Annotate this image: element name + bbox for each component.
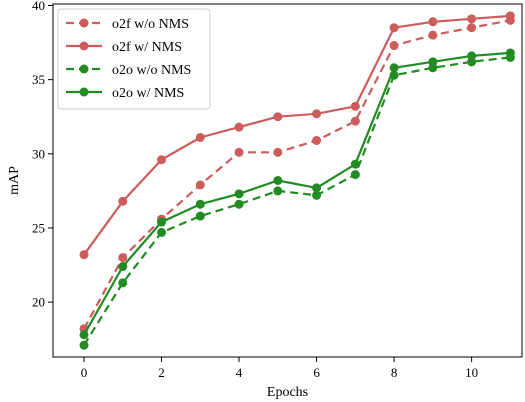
data-point: [350, 101, 360, 111]
y-axis-ticks: 20 25 30 35 40: [32, 0, 53, 310]
x-tick-label: 2: [158, 365, 165, 380]
data-point: [389, 41, 399, 51]
data-point: [467, 51, 477, 61]
data-point: [312, 183, 322, 193]
legend-label: o2f w/o NMS: [112, 17, 189, 32]
y-tick-label: 30: [32, 146, 45, 161]
y-tick-label: 35: [32, 72, 45, 87]
y-tick-label: 20: [32, 295, 45, 310]
data-point: [312, 135, 322, 145]
data-point: [350, 116, 360, 126]
data-point: [234, 147, 244, 157]
data-point: [157, 155, 167, 165]
legend-swatch-marker: [79, 64, 89, 74]
legend-item: o2o w/o NMS: [66, 63, 191, 78]
data-point: [428, 17, 438, 27]
series-line: [83, 56, 511, 346]
data-point: [273, 186, 283, 196]
series-o2o-w-nms: [79, 48, 515, 340]
legend-label: o2o w/o NMS: [112, 63, 191, 78]
x-axis-ticks: 0 2 4 6 8 10: [81, 357, 478, 380]
series-o2f-w-nms: [79, 11, 515, 260]
legend-item: o2f w/o NMS: [66, 17, 189, 32]
data-point: [79, 330, 89, 340]
legend-item: o2f w/ NMS: [66, 40, 182, 55]
data-point: [350, 170, 360, 180]
data-point: [273, 147, 283, 157]
data-point: [118, 262, 128, 272]
data-point: [428, 57, 438, 67]
x-axis-label: Epochs: [267, 385, 308, 400]
series-line: [83, 14, 511, 256]
data-point: [389, 23, 399, 33]
plot-lines: [79, 11, 515, 350]
data-point: [428, 30, 438, 40]
data-point: [195, 180, 205, 190]
legend-item: o2o w/ NMS: [66, 86, 184, 101]
x-tick-label: 0: [81, 365, 88, 380]
series-line: [83, 51, 511, 336]
data-point: [118, 253, 128, 263]
data-point: [195, 199, 205, 209]
legend-label: o2f w/ NMS: [112, 40, 182, 55]
data-point: [118, 196, 128, 206]
legend-swatch-marker: [79, 87, 89, 97]
data-point: [157, 227, 167, 237]
data-point: [312, 109, 322, 119]
x-tick-label: 6: [313, 365, 320, 380]
data-point: [195, 211, 205, 221]
data-point: [467, 23, 477, 33]
legend-swatch-marker: [79, 18, 89, 28]
data-point: [234, 122, 244, 132]
data-point: [79, 250, 89, 260]
data-point: [195, 132, 205, 142]
data-point: [389, 63, 399, 73]
x-tick-label: 4: [236, 365, 243, 380]
legend: o2f w/o NMS o2f w/ NMS o2o w/o NMS o2o w/ N…: [57, 8, 211, 110]
data-point: [234, 189, 244, 199]
data-point: [273, 176, 283, 185]
x-tick-label: 8: [391, 365, 398, 380]
data-point: [467, 14, 477, 24]
y-tick-label: 25: [32, 220, 45, 235]
series-o2f-w-o-nms: [79, 15, 515, 334]
data-point: [350, 159, 360, 169]
legend-swatch-marker: [79, 41, 89, 51]
y-tick-label: 40: [32, 0, 45, 13]
data-point: [234, 199, 244, 209]
legend-label: o2o w/ NMS: [112, 86, 184, 101]
x-tick-label: 10: [465, 365, 478, 380]
data-point: [505, 48, 515, 58]
data-point: [79, 340, 89, 350]
data-point: [312, 190, 322, 200]
y-axis-label: mAP: [7, 166, 22, 195]
data-point: [505, 11, 515, 21]
data-point: [157, 217, 167, 227]
legend-frame: [57, 8, 211, 110]
data-point: [273, 112, 283, 122]
data-point: [118, 278, 128, 288]
plot-frame: [52, 3, 523, 358]
